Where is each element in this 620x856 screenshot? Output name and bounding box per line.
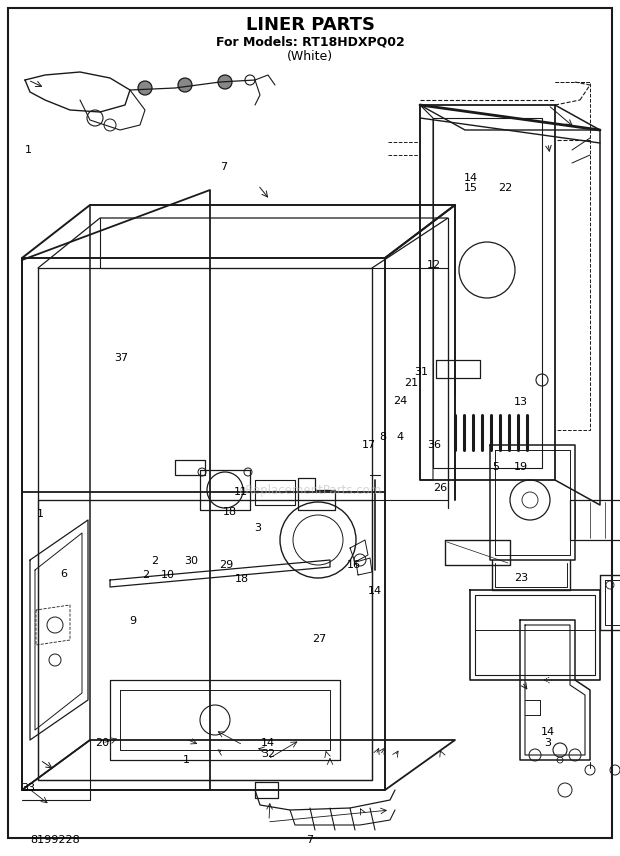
Text: 14: 14 [464, 173, 478, 183]
Text: 19: 19 [514, 461, 528, 472]
Text: 18: 18 [223, 507, 236, 517]
Text: 10: 10 [161, 570, 174, 580]
Text: 3: 3 [544, 738, 551, 748]
Text: 14: 14 [261, 738, 275, 748]
Text: 29: 29 [219, 560, 233, 570]
Text: eReplacementParts.com: eReplacementParts.com [238, 484, 382, 496]
Text: 14: 14 [368, 586, 382, 597]
Text: 33: 33 [21, 782, 35, 793]
Text: 21: 21 [404, 378, 418, 389]
Text: 17: 17 [362, 440, 376, 450]
Text: 1: 1 [24, 145, 32, 155]
Text: 8: 8 [379, 431, 386, 442]
Text: 13: 13 [514, 397, 528, 407]
Text: 20: 20 [95, 738, 109, 748]
Circle shape [138, 81, 152, 95]
Text: 24: 24 [393, 395, 407, 406]
Text: 2: 2 [142, 570, 149, 580]
Text: 11: 11 [234, 487, 247, 497]
Text: 8199228: 8199228 [30, 835, 80, 845]
Text: 7: 7 [219, 162, 227, 172]
Text: 32: 32 [261, 749, 275, 759]
Text: 22: 22 [498, 183, 512, 193]
Circle shape [178, 78, 192, 92]
Text: 36: 36 [427, 440, 441, 450]
Text: 14: 14 [541, 727, 554, 737]
Text: 7: 7 [306, 835, 314, 845]
Text: 23: 23 [514, 573, 528, 583]
Text: 37: 37 [114, 353, 128, 363]
Text: 9: 9 [130, 616, 137, 627]
Text: 18: 18 [235, 574, 249, 584]
Text: (White): (White) [287, 50, 333, 62]
Text: For Models: RT18HDXPQ02: For Models: RT18HDXPQ02 [216, 35, 404, 49]
Text: 16: 16 [347, 560, 360, 570]
Circle shape [218, 75, 232, 89]
Text: 15: 15 [464, 183, 478, 193]
Text: 1: 1 [182, 755, 190, 765]
Text: 5: 5 [492, 461, 500, 472]
Text: 12: 12 [427, 260, 441, 270]
Text: 31: 31 [415, 367, 428, 377]
Text: 6: 6 [60, 568, 68, 579]
Text: 3: 3 [254, 523, 261, 533]
Text: 27: 27 [312, 634, 326, 645]
Text: 2: 2 [151, 556, 159, 566]
Text: 4: 4 [396, 431, 404, 442]
Text: 30: 30 [184, 556, 198, 566]
Text: LINER PARTS: LINER PARTS [246, 16, 374, 34]
Text: 1: 1 [37, 508, 44, 519]
Text: 26: 26 [433, 483, 447, 493]
